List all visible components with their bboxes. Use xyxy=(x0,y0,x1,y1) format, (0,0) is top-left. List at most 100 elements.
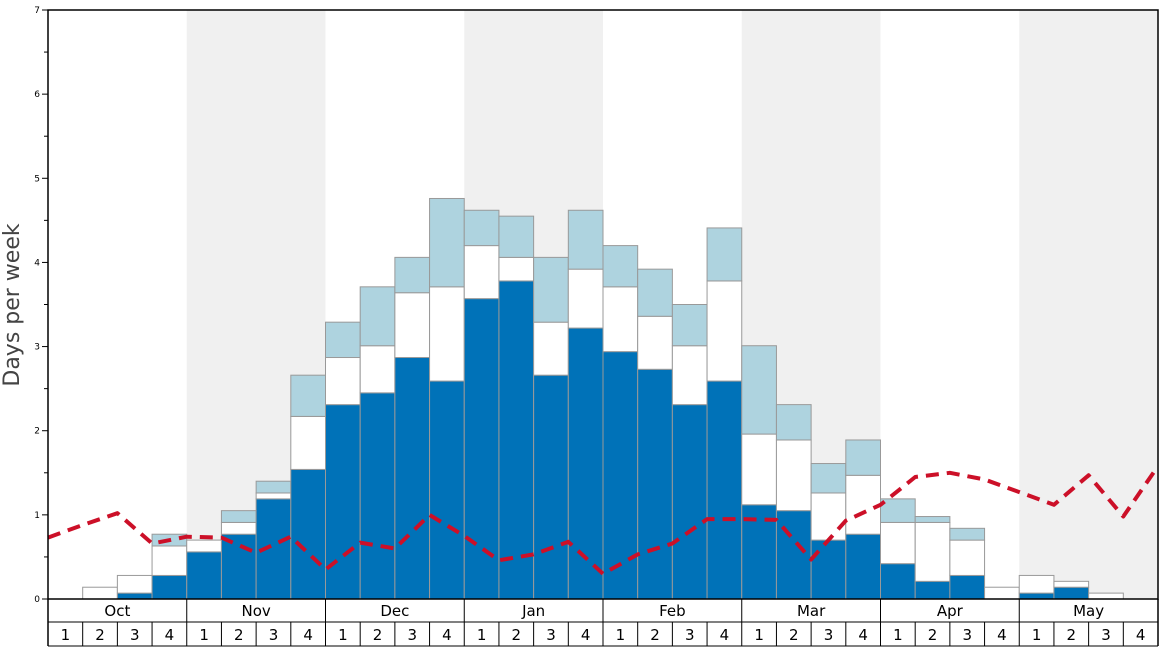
week-label: 4 xyxy=(442,626,452,644)
bar-white xyxy=(290,415,326,470)
bar-white xyxy=(914,521,951,582)
month-label-feb: Feb xyxy=(659,602,686,620)
bar-dark xyxy=(186,551,222,600)
bar-dark xyxy=(671,404,708,600)
bar-white xyxy=(775,439,812,512)
bar-white xyxy=(880,521,916,565)
month-label-nov: Nov xyxy=(241,602,270,620)
week-label: 4 xyxy=(165,626,175,644)
y-axis-label: Days per week xyxy=(0,223,25,386)
bar-light xyxy=(810,463,847,494)
y-tick-label: 6 xyxy=(34,90,40,100)
week-label: 2 xyxy=(373,626,383,644)
bar-light xyxy=(949,527,986,541)
week-label: 3 xyxy=(962,626,972,644)
bar-light xyxy=(775,404,812,441)
bar-dark xyxy=(567,327,604,600)
bar-dark xyxy=(1053,586,1090,600)
x-axis: Oct Nov Dec Jan Feb Mar Apr May 1 2 3 4 1 2 3 4 1 2 3 4 1 2 3 4… xyxy=(47,599,1159,647)
bar-light xyxy=(637,268,673,317)
plot-frame xyxy=(47,9,1159,600)
week-label: 3 xyxy=(1101,626,1111,644)
bar-white xyxy=(151,545,188,576)
week-label: 2 xyxy=(1067,626,1077,644)
month-shade-may xyxy=(1019,10,1158,599)
bar-light xyxy=(290,374,326,417)
week-label: 2 xyxy=(928,626,938,644)
bar-dark xyxy=(845,533,881,600)
week-label: 2 xyxy=(650,626,660,644)
bar-white xyxy=(1018,574,1055,594)
week-label: 4 xyxy=(581,626,591,644)
trend-line xyxy=(47,464,1160,576)
bar-dark xyxy=(706,380,743,600)
bar-light xyxy=(220,510,257,523)
bar-dark xyxy=(116,592,153,600)
y-tick-label: 0 xyxy=(34,595,40,605)
bar-light xyxy=(325,321,361,359)
month-label-may: May xyxy=(1073,602,1104,620)
bar-light xyxy=(533,256,569,323)
bar-dark xyxy=(914,580,951,600)
bar-dark xyxy=(533,374,569,600)
week-label: 1 xyxy=(893,626,903,644)
month-label-dec: Dec xyxy=(380,602,409,620)
bar-dark xyxy=(637,368,673,600)
bar-white xyxy=(567,268,604,329)
bar-light xyxy=(429,197,465,288)
bar-white xyxy=(255,492,292,500)
week-label: 4 xyxy=(303,626,313,644)
bar-white xyxy=(429,286,465,382)
bar-white xyxy=(810,492,847,541)
week-label: 3 xyxy=(407,626,417,644)
bar-light xyxy=(567,209,604,270)
y-axis-ticks: 0 1 2 3 4 5 6 7 xyxy=(34,6,48,605)
bar-light xyxy=(880,498,916,523)
bar-white xyxy=(220,521,257,535)
month-label-apr: Apr xyxy=(937,602,964,620)
bar-white xyxy=(394,292,431,359)
y-tick-label: 3 xyxy=(34,343,40,353)
bar-dark xyxy=(880,563,916,600)
bar-white xyxy=(671,345,708,406)
bar-dark xyxy=(220,533,257,600)
bar-light xyxy=(671,304,708,347)
week-label: 1 xyxy=(477,626,487,644)
week-label: 1 xyxy=(616,626,626,644)
bar-light xyxy=(741,345,777,435)
week-label: 1 xyxy=(61,626,71,644)
week-label: 3 xyxy=(685,626,695,644)
bar-light xyxy=(845,439,881,476)
bar-white xyxy=(463,245,500,300)
bar-dark xyxy=(394,357,431,600)
bar-dark xyxy=(775,510,812,600)
bar-dark xyxy=(1018,592,1055,600)
bar-dark xyxy=(325,404,361,600)
bar-light xyxy=(706,227,743,282)
week-label: 2 xyxy=(789,626,799,644)
week-label: 1 xyxy=(1032,626,1042,644)
y-tick-label: 5 xyxy=(34,174,40,184)
bar-light xyxy=(463,209,500,247)
bar-light xyxy=(394,256,431,294)
week-label: 1 xyxy=(199,626,209,644)
bar-white xyxy=(498,256,535,282)
bar-white xyxy=(116,574,153,594)
bar-white xyxy=(706,280,743,382)
y-tick-label: 1 xyxy=(34,511,40,521)
bar-white xyxy=(984,586,1020,600)
trend-line-path xyxy=(47,464,1160,576)
y-tick-label: 4 xyxy=(34,258,40,268)
week-label: 2 xyxy=(512,626,522,644)
week-label: 1 xyxy=(338,626,348,644)
week-label: 3 xyxy=(546,626,556,644)
month-label-oct: Oct xyxy=(104,602,130,620)
bar-light xyxy=(914,516,951,523)
week-label: 4 xyxy=(997,626,1007,644)
week-label: 4 xyxy=(720,626,730,644)
week-label: 1 xyxy=(754,626,764,644)
bar-dark xyxy=(359,392,396,600)
bar-light xyxy=(255,480,292,494)
y-tick-label: 7 xyxy=(34,6,40,16)
week-label: 3 xyxy=(269,626,279,644)
